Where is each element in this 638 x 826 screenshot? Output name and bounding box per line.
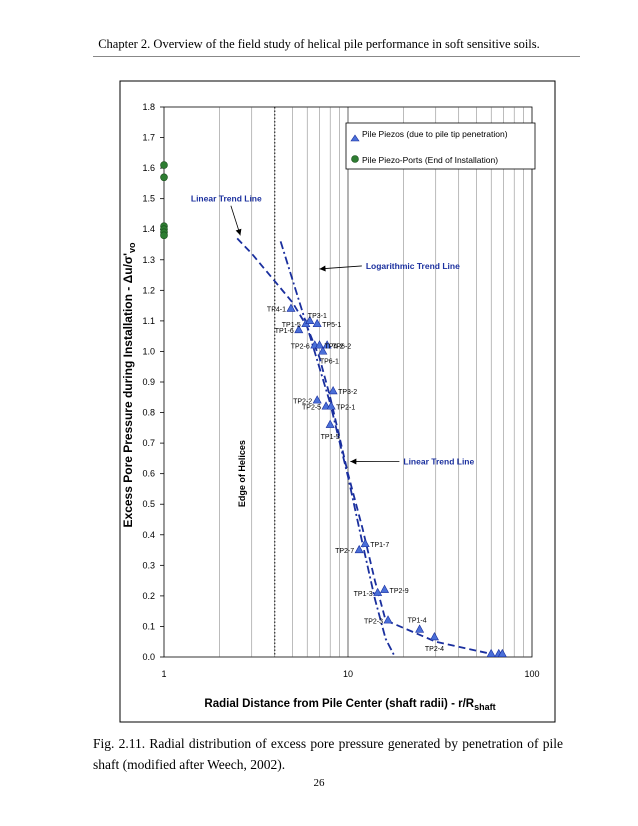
- y-tick-label: 0.0: [142, 652, 155, 662]
- data-point-circle: [160, 161, 168, 169]
- chart-legend: Pile Piezos (due to pile tip penetration…: [345, 122, 536, 170]
- chart-frame: [119, 80, 556, 723]
- data-point-label: TP2-7: [335, 548, 354, 555]
- grid-layer: 0.0 0.1 0.2 0.3 0.4 0.5 0.6 0.7 0.8 0.9 1.0 1.1 1.2 1…: [142, 102, 539, 679]
- y-axis-label: Excess Pore Pressure during Installation…: [121, 242, 137, 527]
- data-point-label: TP4-1: [267, 307, 286, 314]
- y-tick-label: 0.4: [142, 530, 155, 540]
- trend-layer: [236, 237, 492, 658]
- data-point-triangle: [380, 584, 390, 593]
- y-tick-label: 1.8: [142, 102, 155, 112]
- trend-line: [279, 241, 396, 658]
- edge-of-helices-label: Edge of Helices: [237, 440, 247, 507]
- annotation-label: Linear Trend Line: [191, 194, 262, 204]
- data-point-label: TP1-3: [354, 591, 373, 598]
- trend-line: [236, 237, 492, 655]
- data-point-label: TP2-6: [291, 343, 310, 350]
- legend-circle-marker: [351, 155, 359, 163]
- data-point-triangle: [486, 648, 496, 658]
- data-point-label: TP5-1: [322, 322, 341, 329]
- y-tick-label: 0.9: [142, 377, 155, 387]
- data-point-label: TP1-7: [370, 542, 389, 549]
- y-tick-label: 1.1: [142, 316, 155, 326]
- data-point-triangle: [318, 346, 328, 355]
- y-tick-label: 1.0: [142, 346, 155, 356]
- annotation-arrow: [319, 265, 362, 270]
- annotation-label: Logarithmic Trend Line: [366, 261, 460, 271]
- annotation-arrowhead: [319, 265, 326, 272]
- data-point-triangle: [322, 340, 332, 349]
- annotation-label: Linear Trend Line: [403, 457, 474, 467]
- data-point-label: TP2-9: [390, 588, 409, 595]
- y-tick-label: 1.2: [142, 285, 155, 295]
- data-point-triangle: [497, 648, 507, 658]
- data-point-triangle: [326, 401, 336, 410]
- data-point-label: TP3-2: [338, 389, 357, 396]
- data-point-label: TP4-2: [324, 343, 343, 350]
- data-point-triangle: [312, 318, 322, 328]
- y-tick-label: 1.5: [142, 194, 155, 204]
- data-point-circle: [160, 231, 168, 240]
- legend-box: [345, 122, 536, 170]
- data-point-label: TP2-1: [336, 404, 355, 411]
- annotation-arrowhead: [235, 228, 242, 236]
- legend-triangle-marker: [350, 134, 360, 142]
- data-point-triangle: [373, 587, 383, 596]
- data-point-label: TP1-5: [282, 322, 301, 329]
- data-point-triangle: [325, 419, 335, 428]
- y-tick-label: 0.8: [142, 408, 155, 418]
- y-tick-label: 1.6: [142, 163, 155, 173]
- data-point-label: TP1-4: [408, 618, 427, 625]
- data-point-label: TP6-1: [320, 358, 339, 365]
- y-tick-label: 0.2: [142, 591, 155, 601]
- data-point-triangle: [415, 624, 425, 633]
- y-tick-label: 1.4: [142, 224, 155, 234]
- figure-caption: Fig. 2.11. Radial distribution of excess…: [93, 736, 563, 772]
- data-point-label: TP2-5: [302, 404, 321, 411]
- labels-layer: Linear Trend Line Logarithmic Trend Line L…: [191, 194, 475, 653]
- chapter-header: Chapter 2. Overview of the field study o…: [98, 37, 540, 51]
- data-point-triangle: [429, 632, 439, 641]
- data-point-triangle: [328, 386, 338, 395]
- data-point-label: TP6-2: [332, 343, 351, 350]
- y-tick-label: 0.6: [142, 469, 155, 479]
- x-tick-label: 1: [161, 669, 166, 679]
- legend-entry-ports: Pile Piezo-Ports (End of Installation): [362, 155, 498, 165]
- data-point-label: TP2-4: [425, 646, 444, 653]
- data-point-triangle: [312, 395, 322, 404]
- data-point-triangle: [383, 615, 393, 624]
- y-tick-label: 0.5: [142, 499, 155, 509]
- x-tick-label: 10: [343, 669, 353, 679]
- data-point-label: TP3-1: [308, 313, 327, 320]
- data-point-triangle: [354, 544, 364, 554]
- y-tick-label: 0.3: [142, 560, 155, 570]
- data-point-triangle: [294, 324, 304, 334]
- points-layer: [160, 161, 507, 658]
- header-rule: [93, 56, 580, 57]
- data-point-triangle: [314, 340, 325, 349]
- page-number: 26: [313, 777, 325, 789]
- y-tick-label: 0.7: [142, 438, 155, 448]
- data-point-circle: [160, 173, 168, 182]
- data-point-label: TP1-5: [321, 434, 340, 441]
- legend-entry-piezos: Pile Piezos (due to pile tip penetration…: [362, 129, 508, 139]
- y-tick-label: 1.7: [142, 133, 155, 143]
- annotation-arrowhead: [350, 458, 357, 465]
- data-point-triangle: [305, 315, 315, 324]
- data-point-label: TP2-2: [293, 398, 312, 405]
- x-axis-label: Radial Distance from Pile Center (shaft …: [204, 698, 495, 712]
- data-point-triangle: [360, 538, 370, 548]
- data-point-label: TP2-3: [364, 618, 383, 625]
- x-tick-label: 100: [524, 669, 539, 679]
- y-tick-label: 0.1: [142, 621, 155, 631]
- y-tick-label: 1.3: [142, 255, 155, 265]
- data-point-triangle: [286, 303, 296, 312]
- data-point-label: TP1-6: [275, 328, 294, 335]
